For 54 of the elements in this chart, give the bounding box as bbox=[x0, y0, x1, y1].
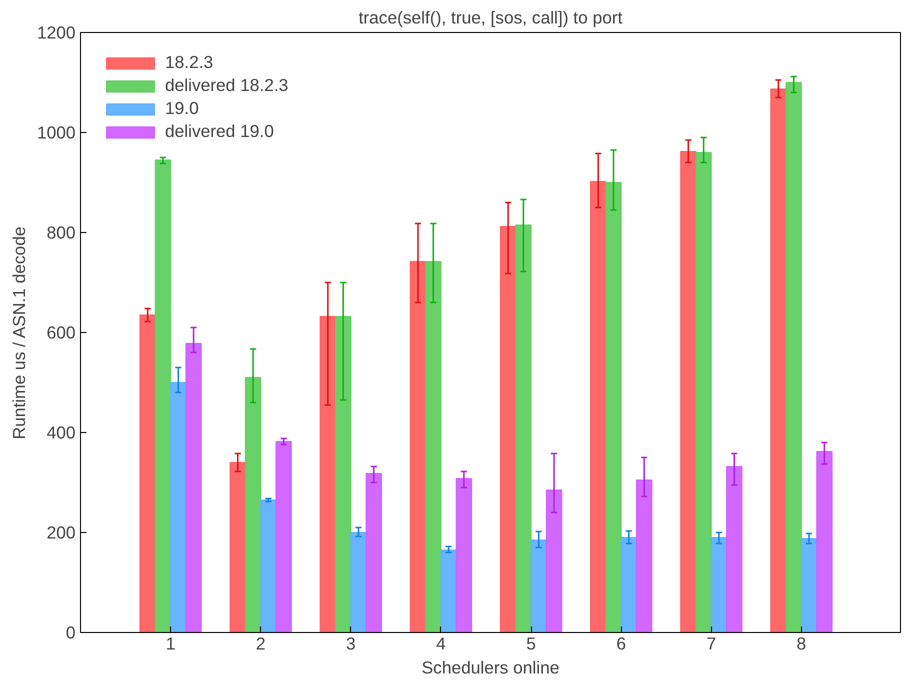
bar bbox=[139, 314, 156, 632]
x-tick-label: 1 bbox=[166, 634, 176, 654]
x-tick-label: 6 bbox=[616, 634, 626, 654]
y-tick-label: 600 bbox=[46, 322, 76, 342]
bar bbox=[800, 538, 818, 632]
y-tick-label: 0 bbox=[66, 622, 76, 642]
x-tick-label: 3 bbox=[346, 634, 356, 654]
bar bbox=[680, 151, 696, 632]
x-tick-label: 5 bbox=[526, 634, 536, 654]
bar bbox=[276, 441, 292, 632]
legend-label: 18.2.3 bbox=[165, 52, 214, 73]
bar bbox=[816, 451, 833, 632]
x-tick-label: 8 bbox=[796, 634, 806, 654]
bar bbox=[320, 316, 336, 632]
x-axis-title: Schedulers online bbox=[422, 658, 560, 678]
legend-label: delivered 19.0 bbox=[165, 121, 274, 142]
bar bbox=[786, 82, 802, 632]
bar bbox=[154, 160, 172, 632]
bar bbox=[710, 537, 728, 632]
bar bbox=[695, 152, 712, 632]
bar bbox=[425, 261, 442, 632]
bar bbox=[770, 88, 787, 632]
y-tick-label: 400 bbox=[46, 422, 76, 442]
y-axis-title: Runtime us / ASN.1 decode bbox=[8, 226, 29, 440]
bar bbox=[335, 316, 352, 632]
bar bbox=[620, 537, 637, 632]
bar bbox=[366, 473, 382, 632]
bar bbox=[726, 466, 742, 632]
chart-title: trace(self(), true, [sos, call]) to port bbox=[358, 8, 623, 28]
bar bbox=[440, 550, 457, 632]
bar bbox=[590, 181, 606, 632]
bar bbox=[244, 377, 262, 632]
legend-label: delivered 18.2.3 bbox=[165, 75, 288, 96]
x-tick-label: 4 bbox=[436, 634, 446, 654]
bar bbox=[410, 261, 426, 632]
bar bbox=[260, 500, 277, 632]
y-tick-label: 800 bbox=[46, 222, 76, 242]
y-tick-label: 1000 bbox=[36, 122, 76, 142]
bar bbox=[350, 532, 367, 632]
y-tick-label: 200 bbox=[46, 522, 76, 542]
bar bbox=[515, 224, 532, 632]
bar bbox=[230, 462, 246, 632]
bar bbox=[456, 478, 472, 632]
bar bbox=[605, 182, 622, 632]
legend-label: 19.0 bbox=[165, 98, 199, 119]
bar bbox=[170, 382, 186, 632]
x-tick-label: 2 bbox=[256, 634, 266, 654]
x-tick-label: 7 bbox=[706, 634, 716, 654]
bar bbox=[636, 480, 652, 632]
bar bbox=[530, 540, 547, 632]
bar bbox=[185, 343, 202, 632]
y-tick-label: 1200 bbox=[36, 22, 76, 42]
bar bbox=[546, 490, 562, 632]
bar bbox=[500, 226, 516, 632]
